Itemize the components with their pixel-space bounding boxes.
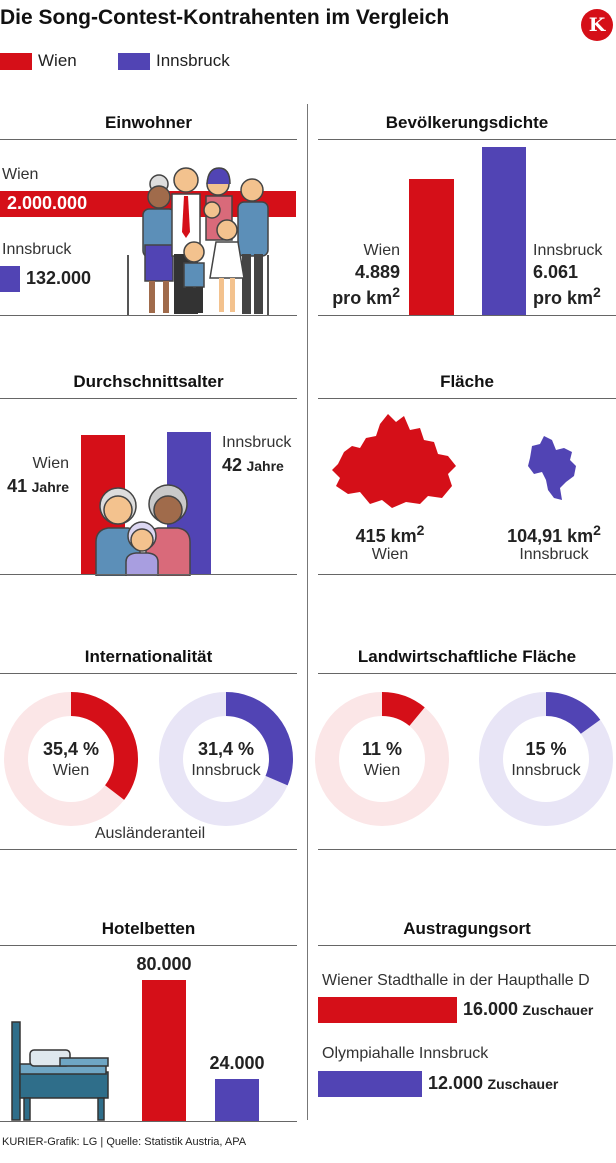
international-wien-label: Wien (52, 762, 90, 779)
panel-title-hotel: Hotelbetten (101, 919, 196, 938)
panel-title-ort: Austragungsort (403, 919, 531, 938)
einwohner-innsbruck-value: 132.000 (26, 268, 92, 288)
dichte-innsbruck-value: 6.061 (533, 262, 579, 282)
landwirtschaft-innsbruck-label: Innsbruck (511, 762, 581, 779)
landwirtschaft-wien-donut (315, 692, 449, 826)
dichte-wien-value: 4.889 (354, 262, 400, 282)
dichte-innsbruck-label: Innsbruck (533, 242, 603, 259)
ort-wien-value: 16.000 Zuschauer (463, 999, 594, 1019)
panel-divider (318, 945, 616, 946)
panel-title-alter: Durchschnittsalter (73, 372, 224, 391)
panel-divider (318, 139, 616, 140)
panel-title-dichte: Bevölkerungsdichte (385, 113, 549, 132)
donut-value-arc (159, 692, 293, 826)
einwohner-wien-value: 2.000.000 (7, 193, 88, 213)
legend-label-wien: Wien (38, 51, 77, 70)
family-faces-illustration (94, 484, 194, 576)
flaeche-innsbruck-label: Innsbruck (519, 546, 589, 563)
landwirtschaft-wien-label: Wien (363, 762, 401, 779)
dichte-wien-unit: pro km2 (332, 284, 400, 308)
panel-baseline (0, 574, 297, 575)
panel-baseline (318, 315, 616, 316)
flaeche-innsbruck-value: 104,91 km2 (507, 522, 601, 546)
dichte-wien-label: Wien (363, 242, 400, 259)
flaeche-wien-label: Wien (371, 546, 409, 563)
einwohner-innsbruck-label: Innsbruck (2, 241, 72, 258)
source-credit: KURIER-Grafik: LG | Quelle: Statistik Au… (2, 1136, 247, 1148)
legend-swatch-wien (0, 53, 32, 70)
alter-wien-value: 41 Jahre (7, 476, 69, 496)
ort-innsbruck-value: 12.000 Zuschauer (428, 1073, 559, 1093)
panel-divider (0, 673, 297, 674)
kurier-logo: K (581, 9, 613, 41)
international-innsbruck-donut (159, 692, 293, 826)
hotel-wien-value: 80.000 (136, 954, 192, 974)
family-illustration (124, 160, 284, 316)
hotel-innsbruck-bar (215, 1079, 259, 1121)
international-innsbruck-label: Innsbruck (191, 762, 261, 779)
einwohner-wien-label: Wien (2, 166, 39, 183)
alter-innsbruck-label: Innsbruck (222, 434, 292, 451)
international-innsbruck-value: 31,4 % (197, 739, 255, 759)
panel-baseline (0, 1121, 297, 1122)
alter-innsbruck-value: 42 Jahre (222, 455, 284, 475)
hotel-wien-bar (142, 980, 186, 1121)
panel-title-flaeche: Fläche (440, 372, 494, 391)
ort-innsbruck-venue: Olympiahalle Innsbruck (322, 1045, 489, 1062)
panel-baseline (318, 849, 616, 850)
alter-wien-label: Wien (32, 455, 69, 472)
ort-innsbruck-bar (318, 1071, 422, 1097)
ort-wien-venue: Wiener Stadthalle in der Haupthalle D (322, 972, 590, 989)
einwohner-innsbruck-bar (0, 266, 20, 292)
panel-title-international: Internationalität (84, 647, 213, 666)
panel-title-landwirtschaft: Landwirtschaftliche Fläche (357, 647, 577, 666)
landwirtschaft-innsbruck-donut (479, 692, 613, 826)
panel-divider (318, 398, 616, 399)
panel-baseline (0, 849, 297, 850)
dichte-wien-bar (409, 179, 454, 315)
legend-swatch-innsbruck (118, 53, 150, 70)
panel-divider (0, 945, 297, 946)
panel-baseline (0, 315, 297, 316)
page-title: Die Song-Contest-Kontrahenten im Verglei… (0, 6, 450, 29)
bed-icon (10, 1020, 110, 1122)
dichte-innsbruck-bar (482, 147, 526, 315)
international-wien-value: 35,4 % (42, 739, 100, 759)
panel-title-einwohner: Einwohner (105, 113, 192, 132)
hotel-innsbruck-value: 24.000 (209, 1053, 265, 1073)
donut-value-arc (315, 692, 449, 826)
donut-value-arc (479, 692, 613, 826)
panel-divider (318, 673, 616, 674)
legend-label-innsbruck: Innsbruck (156, 51, 230, 70)
wien-map-shape (330, 412, 460, 508)
landwirtschaft-innsbruck-value: 15 % (525, 739, 567, 759)
column-divider (307, 104, 308, 1120)
international-wien-donut (4, 692, 138, 826)
panel-baseline (318, 574, 616, 575)
donut-value-arc (4, 692, 138, 826)
ort-wien-bar (318, 997, 457, 1023)
international-caption: Ausländeranteil (94, 825, 206, 842)
innsbruck-map-shape (526, 432, 578, 502)
dichte-innsbruck-unit: pro km2 (533, 284, 601, 308)
flaeche-wien-value: 415 km2 (355, 522, 425, 546)
panel-divider (0, 398, 297, 399)
landwirtschaft-wien-value: 11 % (361, 739, 403, 759)
panel-divider (0, 139, 297, 140)
